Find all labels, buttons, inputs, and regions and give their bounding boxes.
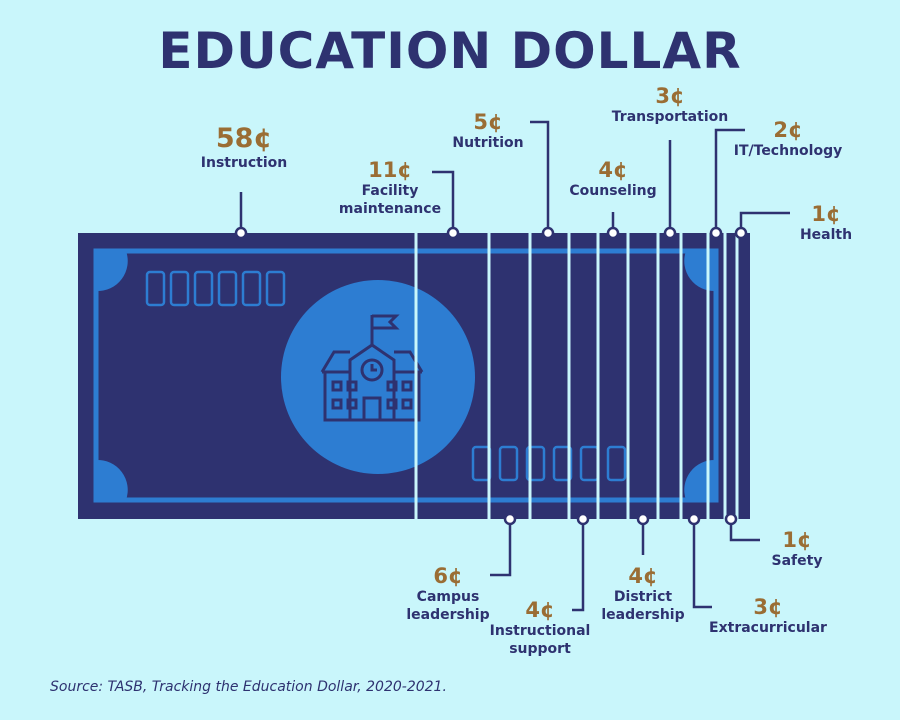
leader-dot <box>709 226 723 240</box>
item-label: 4¢ Instructional support <box>485 598 595 658</box>
amount: 3¢ <box>655 84 685 108</box>
item-label: 5¢ Nutrition <box>433 110 543 152</box>
leader-dot <box>446 226 460 240</box>
leader-line <box>490 519 512 577</box>
category-label: Extracurricular <box>709 620 827 636</box>
leader-dot <box>734 226 748 240</box>
leader-line <box>739 211 790 233</box>
amount: 11¢ <box>368 158 412 182</box>
leader-dot <box>503 512 517 526</box>
category-label: Instructional support <box>489 623 591 657</box>
category-label: Safety <box>771 553 823 569</box>
school-icon <box>320 314 424 422</box>
leaders <box>234 120 790 612</box>
item-label: 1¢ Health <box>776 202 876 244</box>
amount: 6¢ <box>433 564 463 588</box>
leader-dot <box>541 226 555 240</box>
category-label: Nutrition <box>452 135 524 151</box>
leader-line <box>572 519 585 612</box>
amount: 4¢ <box>598 158 628 182</box>
leader-dot <box>724 512 738 526</box>
category-label: Campus leadership <box>406 589 490 623</box>
leader-dot <box>234 226 248 240</box>
leader-line <box>692 519 712 609</box>
title: EDUCATION DOLLAR <box>158 22 742 80</box>
amount: 58¢ <box>215 123 273 154</box>
leader-dot <box>606 226 620 240</box>
amount: 1¢ <box>782 528 812 552</box>
category-label: IT/Technology <box>733 143 843 159</box>
item-label: 11¢ Facility maintenance <box>335 158 445 218</box>
leader-line <box>530 120 550 233</box>
item-label: 1¢ Safety <box>747 528 847 570</box>
leader-dot <box>636 512 650 526</box>
category-label: Instruction <box>200 155 288 171</box>
leader-dot <box>687 512 701 526</box>
category-label: District leadership <box>601 589 685 623</box>
divider-lines <box>414 233 739 519</box>
item-label: 4¢ Counseling <box>558 158 668 200</box>
category-label: Health <box>799 227 853 243</box>
leader-line <box>729 519 760 542</box>
leader-dot <box>663 226 677 240</box>
serial-top <box>145 270 286 307</box>
amount: 4¢ <box>628 564 658 588</box>
category-label: Facility maintenance <box>338 183 442 217</box>
leader-line <box>432 170 455 233</box>
item-label: 3¢ Extracurricular <box>703 595 833 637</box>
source: Source: TASB, Tracking the Education Dol… <box>50 679 447 695</box>
amount: 2¢ <box>773 118 803 142</box>
amount: 3¢ <box>753 595 783 619</box>
category-label: Counseling <box>569 183 657 199</box>
leader-line <box>714 128 745 233</box>
amount: 5¢ <box>473 110 503 134</box>
item-label: 4¢ District leadership <box>588 564 698 624</box>
item-label: 2¢ IT/Technology <box>723 118 853 160</box>
amount: 4¢ <box>525 598 555 622</box>
bill-border <box>93 248 719 503</box>
item-label: 58¢ Instruction <box>179 124 309 172</box>
item-label: 3¢ Transportation <box>610 84 730 126</box>
category-label: Transportation <box>611 109 729 125</box>
leader-dot <box>576 512 590 526</box>
amount: 1¢ <box>811 202 841 226</box>
item-label: 6¢ Campus leadership <box>393 564 503 624</box>
